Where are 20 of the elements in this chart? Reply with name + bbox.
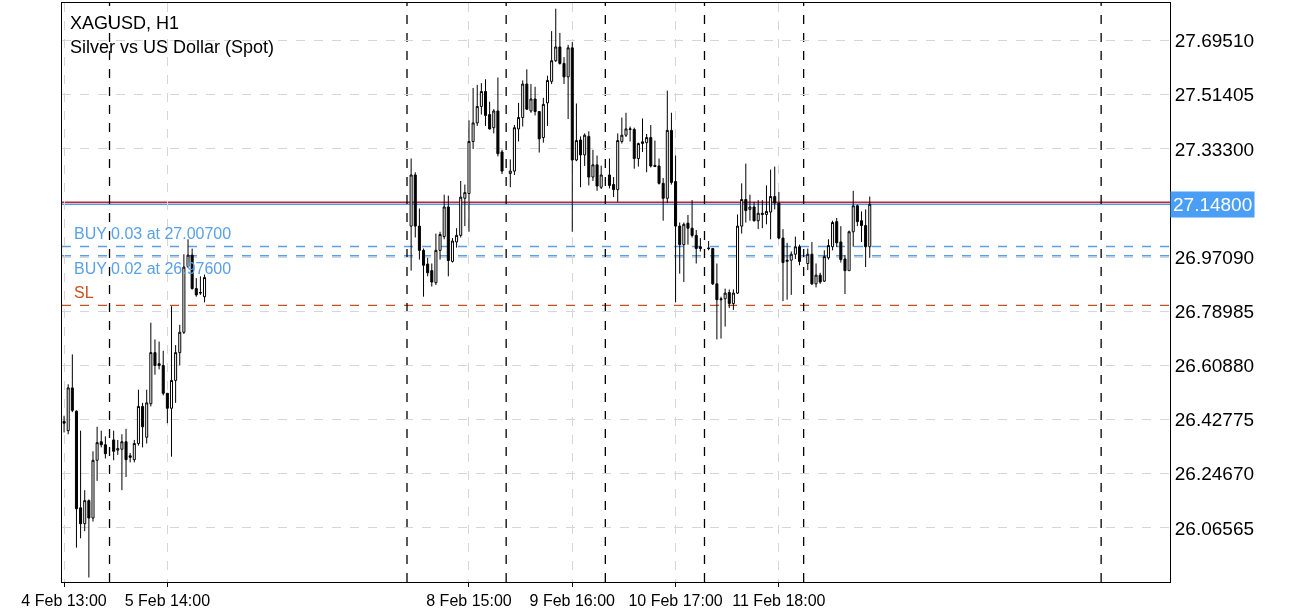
text: XAGUSD, H1 bbox=[70, 13, 180, 33]
y-tick-label: 27.33300 bbox=[1174, 138, 1255, 160]
y-tick-label: 26.42775 bbox=[1174, 409, 1255, 431]
x-tick-label: 11 Feb 18:00 bbox=[732, 592, 826, 610]
y-tick-label: 27.51405 bbox=[1174, 84, 1255, 106]
y-tick-label: 26.78985 bbox=[1174, 301, 1255, 323]
x-tick-label: 5 Feb 14:00 bbox=[124, 592, 211, 610]
y-tick-label: 26.06565 bbox=[1174, 517, 1255, 539]
x-tick-label: 4 Feb 13:00 bbox=[21, 592, 107, 610]
ref-line-label: BUY 0.03 at 27.00700 bbox=[74, 225, 232, 242]
x-tick-label: 9 Feb 16:00 bbox=[529, 592, 616, 610]
y-tick-label: 26.24670 bbox=[1174, 463, 1255, 485]
ref-line-label: 27.14800 bbox=[1173, 194, 1253, 215]
ref-line-label: SL bbox=[74, 284, 94, 301]
y-tick-label: 27.69510 bbox=[1174, 30, 1255, 52]
text: Silver vs US Dollar (Spot) bbox=[70, 37, 275, 57]
y-tick-label: 26.97090 bbox=[1174, 246, 1255, 268]
x-tick-label: 8 Feb 15:00 bbox=[426, 592, 512, 610]
y-tick-label: 26.60880 bbox=[1174, 355, 1255, 377]
x-tick-label: 10 Feb 17:00 bbox=[628, 592, 723, 610]
